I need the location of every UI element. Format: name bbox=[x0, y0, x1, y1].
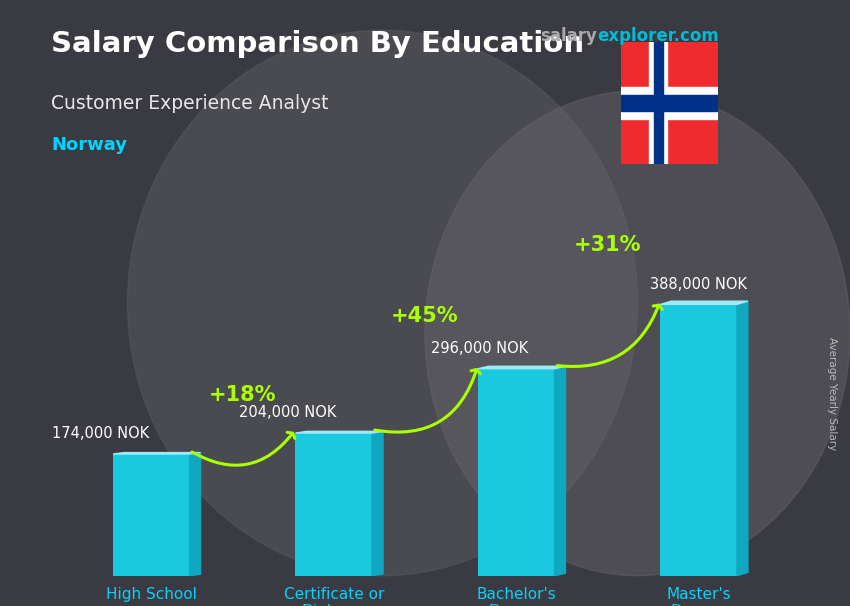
Polygon shape bbox=[113, 453, 201, 454]
Polygon shape bbox=[620, 87, 718, 119]
Text: 388,000 NOK: 388,000 NOK bbox=[650, 277, 747, 292]
Ellipse shape bbox=[128, 30, 638, 576]
Text: +45%: +45% bbox=[391, 306, 459, 326]
Bar bbox=[113, 454, 190, 576]
Polygon shape bbox=[296, 431, 383, 433]
Text: 174,000 NOK: 174,000 NOK bbox=[52, 427, 149, 441]
Polygon shape bbox=[620, 42, 718, 164]
Bar bbox=[478, 368, 554, 576]
Text: Salary Comparison By Education: Salary Comparison By Education bbox=[51, 30, 584, 58]
Polygon shape bbox=[649, 42, 667, 164]
Text: 204,000 NOK: 204,000 NOK bbox=[240, 405, 337, 421]
Polygon shape bbox=[372, 431, 383, 576]
Polygon shape bbox=[554, 366, 565, 576]
Polygon shape bbox=[737, 301, 748, 576]
Text: Average Yearly Salary: Average Yearly Salary bbox=[827, 338, 837, 450]
Text: explorer.com: explorer.com bbox=[598, 27, 719, 45]
Polygon shape bbox=[478, 366, 565, 368]
Text: Customer Experience Analyst: Customer Experience Analyst bbox=[51, 94, 328, 113]
Text: salary: salary bbox=[540, 27, 597, 45]
Text: Norway: Norway bbox=[51, 136, 127, 155]
Text: 296,000 NOK: 296,000 NOK bbox=[431, 341, 529, 356]
Polygon shape bbox=[660, 301, 748, 304]
Bar bbox=[296, 433, 372, 576]
Polygon shape bbox=[654, 42, 663, 164]
Text: +18%: +18% bbox=[209, 385, 276, 405]
Polygon shape bbox=[190, 453, 201, 576]
Bar bbox=[660, 304, 737, 576]
Polygon shape bbox=[620, 95, 718, 111]
Ellipse shape bbox=[425, 91, 850, 576]
Text: +31%: +31% bbox=[574, 235, 641, 255]
